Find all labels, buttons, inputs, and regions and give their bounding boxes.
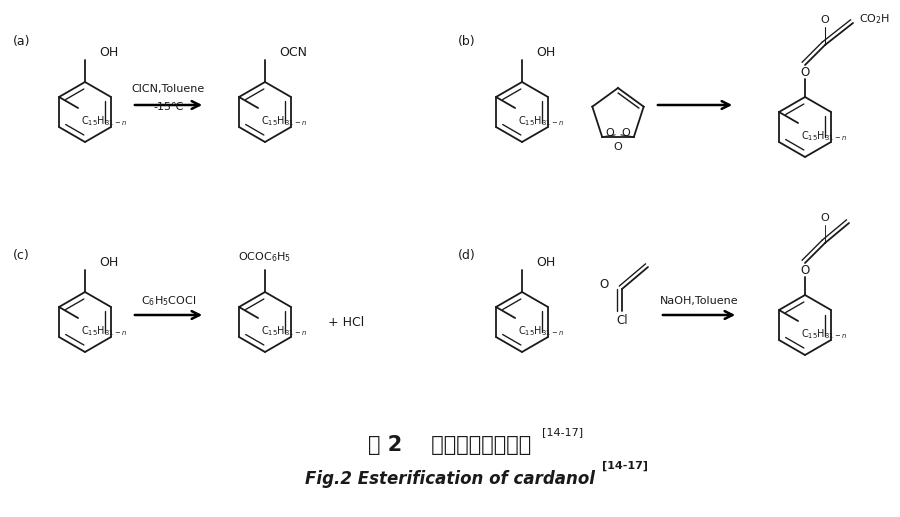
Text: CO$_2$H: CO$_2$H bbox=[859, 12, 890, 26]
Text: O: O bbox=[821, 15, 830, 25]
Text: (a): (a) bbox=[13, 35, 31, 48]
Text: + HCl: + HCl bbox=[328, 315, 364, 328]
Text: C$_6$H$_5$COCl: C$_6$H$_5$COCl bbox=[141, 294, 196, 308]
Text: C$_{15}$H$_{31-n}$: C$_{15}$H$_{31-n}$ bbox=[801, 129, 847, 143]
Text: OH: OH bbox=[536, 45, 555, 58]
Text: ClCN,Toluene: ClCN,Toluene bbox=[132, 84, 205, 94]
Text: OCOC$_6$H$_5$: OCOC$_6$H$_5$ bbox=[238, 250, 292, 264]
Text: O: O bbox=[614, 142, 623, 152]
Text: O: O bbox=[800, 265, 810, 278]
Text: OH: OH bbox=[99, 45, 118, 58]
Text: NaOH,Toluene: NaOH,Toluene bbox=[660, 296, 738, 306]
Text: (c): (c) bbox=[13, 249, 30, 262]
Text: O: O bbox=[622, 128, 631, 138]
Text: O: O bbox=[599, 279, 608, 292]
Text: Cl: Cl bbox=[616, 314, 628, 327]
Text: [14-17]: [14-17] bbox=[542, 427, 583, 437]
Text: 图 2    腰果酚的酩化反应: 图 2 腰果酚的酩化反应 bbox=[368, 435, 532, 455]
Text: O: O bbox=[606, 128, 614, 138]
Text: C$_{15}$H$_{31-n}$: C$_{15}$H$_{31-n}$ bbox=[261, 324, 307, 338]
Text: C$_{15}$H$_{31-n}$: C$_{15}$H$_{31-n}$ bbox=[801, 327, 847, 341]
Text: C$_{15}$H$_{31-n}$: C$_{15}$H$_{31-n}$ bbox=[518, 114, 564, 128]
Text: OH: OH bbox=[536, 255, 555, 268]
Text: O: O bbox=[800, 67, 810, 80]
Text: C$_{15}$H$_{31-n}$: C$_{15}$H$_{31-n}$ bbox=[81, 114, 127, 128]
Text: OH: OH bbox=[99, 255, 118, 268]
Text: C$_{15}$H$_{31-n}$: C$_{15}$H$_{31-n}$ bbox=[518, 324, 564, 338]
Text: C$_{15}$H$_{31-n}$: C$_{15}$H$_{31-n}$ bbox=[261, 114, 307, 128]
Text: Fig.2 Esterification of cardanol: Fig.2 Esterification of cardanol bbox=[305, 470, 595, 488]
Text: -15℃: -15℃ bbox=[153, 102, 184, 112]
Text: (b): (b) bbox=[458, 35, 475, 48]
Text: O: O bbox=[821, 213, 830, 223]
Text: OCN: OCN bbox=[279, 45, 307, 58]
Text: [14-17]: [14-17] bbox=[602, 461, 648, 471]
Text: (d): (d) bbox=[458, 249, 476, 262]
Text: C$_{15}$H$_{31-n}$: C$_{15}$H$_{31-n}$ bbox=[81, 324, 127, 338]
